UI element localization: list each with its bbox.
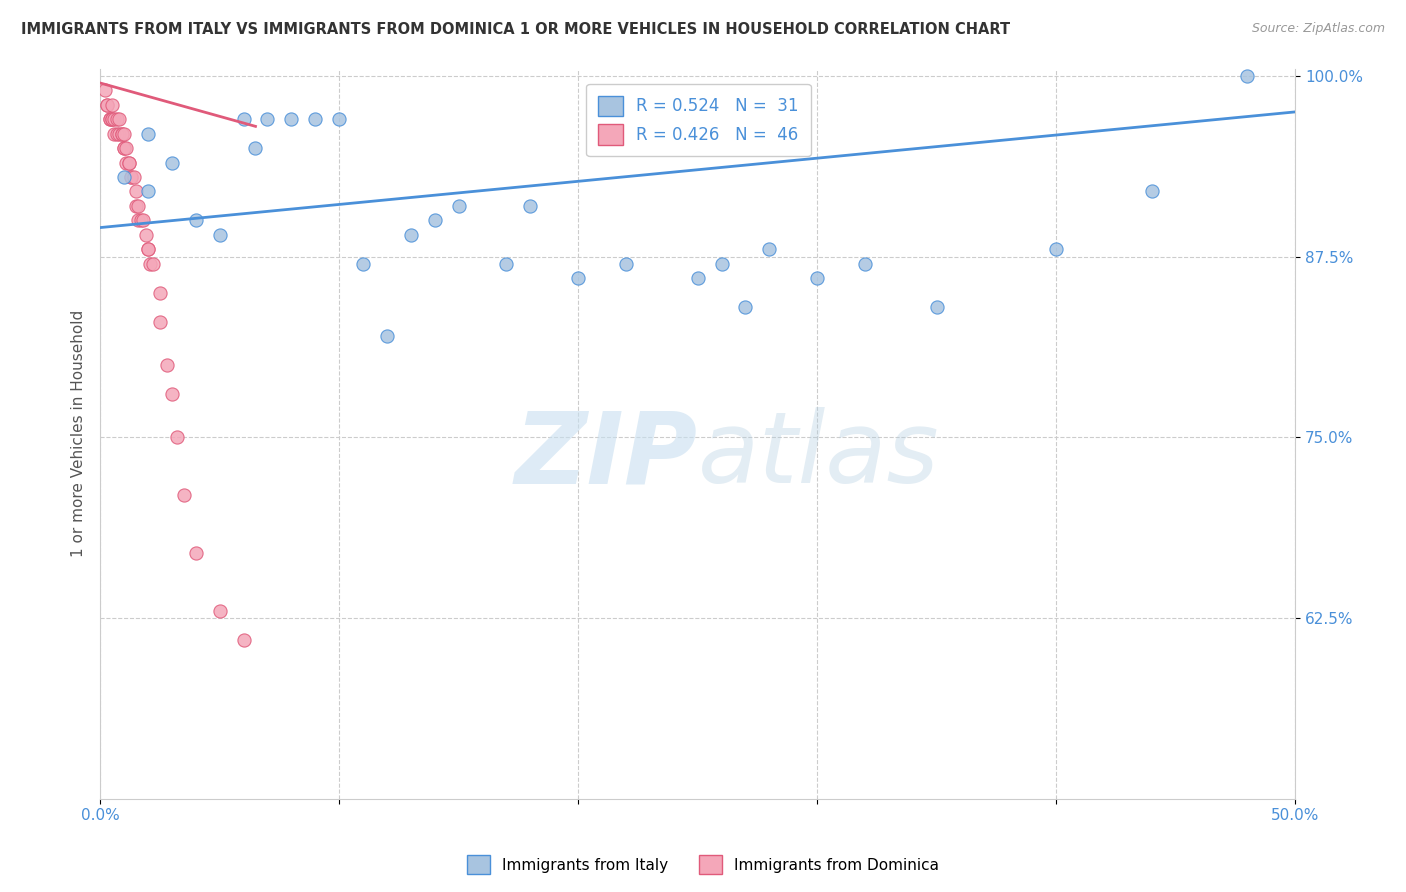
Point xyxy=(160,387,183,401)
Point xyxy=(614,257,637,271)
Point xyxy=(567,271,589,285)
Point xyxy=(103,127,125,141)
Point xyxy=(108,112,131,127)
Point xyxy=(105,127,128,141)
Point xyxy=(208,604,231,618)
Point xyxy=(160,155,183,169)
Point xyxy=(280,112,302,127)
Point xyxy=(125,185,148,199)
Point xyxy=(232,632,254,647)
Point xyxy=(127,199,149,213)
Point xyxy=(519,199,541,213)
Text: IMMIGRANTS FROM ITALY VS IMMIGRANTS FROM DOMINICA 1 OR MORE VEHICLES IN HOUSEHOL: IMMIGRANTS FROM ITALY VS IMMIGRANTS FROM… xyxy=(21,22,1011,37)
Point xyxy=(120,169,142,184)
Point xyxy=(686,271,709,285)
Point xyxy=(96,97,118,112)
Point xyxy=(710,257,733,271)
Point xyxy=(328,112,350,127)
Point xyxy=(112,127,135,141)
Point xyxy=(101,97,124,112)
Point xyxy=(136,185,159,199)
Point xyxy=(232,112,254,127)
Point xyxy=(111,127,134,141)
Point xyxy=(101,112,124,127)
Point xyxy=(853,257,876,271)
Point xyxy=(156,358,179,372)
Point xyxy=(173,488,195,502)
Text: ZIP: ZIP xyxy=(515,407,697,504)
Point xyxy=(108,127,131,141)
Point xyxy=(127,213,149,227)
Point xyxy=(925,300,948,314)
Point xyxy=(245,141,267,155)
Legend: R = 0.524   N =  31, R = 0.426   N =  46: R = 0.524 N = 31, R = 0.426 N = 46 xyxy=(586,84,811,156)
Point xyxy=(98,112,121,127)
Point xyxy=(112,141,135,155)
Text: Source: ZipAtlas.com: Source: ZipAtlas.com xyxy=(1251,22,1385,36)
Point xyxy=(132,213,155,227)
Point xyxy=(495,257,517,271)
Point xyxy=(352,257,374,271)
Point xyxy=(136,242,159,256)
Point xyxy=(118,155,141,169)
Point xyxy=(1140,185,1163,199)
Point xyxy=(184,213,207,227)
Point xyxy=(166,430,188,444)
Point xyxy=(423,213,446,227)
Point xyxy=(142,257,165,271)
Point xyxy=(112,169,135,184)
Point xyxy=(1236,69,1258,83)
Point xyxy=(98,112,121,127)
Point xyxy=(115,155,138,169)
Point xyxy=(105,112,128,127)
Point xyxy=(136,127,159,141)
Point xyxy=(256,112,278,127)
Point xyxy=(112,141,135,155)
Point xyxy=(125,199,148,213)
Point xyxy=(184,546,207,560)
Point xyxy=(304,112,326,127)
Point xyxy=(101,112,124,127)
Point xyxy=(375,329,398,343)
Point xyxy=(136,242,159,256)
Y-axis label: 1 or more Vehicles in Household: 1 or more Vehicles in Household xyxy=(72,310,86,558)
Point xyxy=(111,127,134,141)
Point xyxy=(129,213,152,227)
Point xyxy=(135,227,157,242)
Point xyxy=(103,112,125,127)
Point xyxy=(120,169,142,184)
Point xyxy=(1045,242,1067,256)
Point xyxy=(208,227,231,242)
Text: atlas: atlas xyxy=(697,407,939,504)
Point xyxy=(806,271,828,285)
Point xyxy=(118,155,141,169)
Point xyxy=(94,83,117,97)
Point xyxy=(139,257,162,271)
Legend: Immigrants from Italy, Immigrants from Dominica: Immigrants from Italy, Immigrants from D… xyxy=(461,849,945,880)
Point xyxy=(447,199,470,213)
Point xyxy=(758,242,780,256)
Point xyxy=(96,97,118,112)
Point xyxy=(149,285,172,300)
Point xyxy=(399,227,422,242)
Point xyxy=(122,169,145,184)
Point xyxy=(149,315,172,329)
Point xyxy=(115,141,138,155)
Point xyxy=(734,300,756,314)
